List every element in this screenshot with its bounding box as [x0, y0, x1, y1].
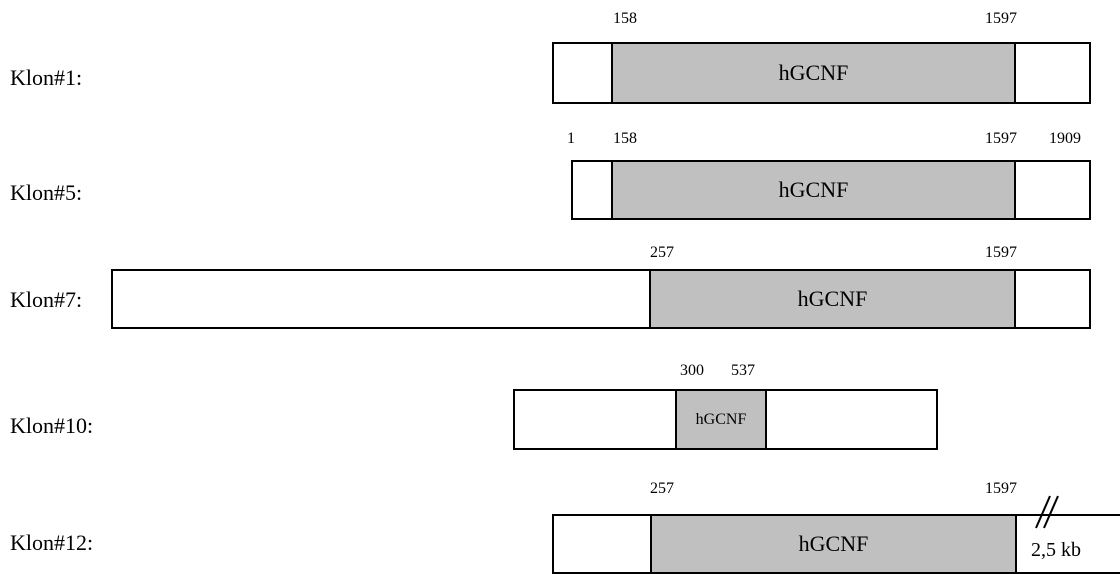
- clone-10-label: Klon#10:: [10, 413, 94, 438]
- clone-1-insert: hGCNF: [552, 42, 1091, 104]
- clone-7-insert: hGCNF: [111, 269, 1091, 329]
- clone-12-start-position: 257: [650, 480, 674, 497]
- clone-5-label: Klon#5:: [10, 180, 83, 205]
- clone-7-end-position: 1597: [985, 244, 1017, 261]
- clone-10-start-position: 300: [680, 362, 704, 379]
- clone-7-hgcnf-region: hGCNF: [649, 271, 1016, 327]
- clone-5-hgcnf-region: hGCNF: [611, 162, 1016, 218]
- clone-12-end-position: 1597: [985, 480, 1017, 497]
- clone-5-last-position: 1909: [1049, 130, 1081, 147]
- clone-10-hgcnf-region: hGCNF: [675, 391, 767, 448]
- clone-1-start-position: 158: [613, 10, 637, 27]
- clone-7-label: Klon#7:: [10, 287, 83, 312]
- clone-12-insert: hGCNF: [552, 514, 1120, 574]
- clone-5-end-position: 1597: [985, 130, 1017, 147]
- clone-10-insert: hGCNF: [513, 389, 938, 450]
- clone-1-end-position: 1597: [985, 10, 1017, 27]
- clone-5-insert: hGCNF: [571, 160, 1091, 220]
- clone-1-label: Klon#1:: [10, 65, 83, 90]
- clone-1-hgcnf-region: hGCNF: [611, 44, 1016, 102]
- clone-7-start-position: 257: [650, 244, 674, 261]
- clone-5-start-position: 158: [613, 130, 637, 147]
- clone-12-hgcnf-region: hGCNF: [650, 516, 1017, 572]
- clone-10-end-position: 537: [731, 362, 755, 379]
- clone-12-extension-size: 2,5 kb: [1031, 539, 1081, 561]
- clone-12-label: Klon#12:: [10, 530, 94, 555]
- clone-5-first-position: 1: [567, 130, 575, 147]
- clone-12-break-mark-icon: [1035, 495, 1059, 529]
